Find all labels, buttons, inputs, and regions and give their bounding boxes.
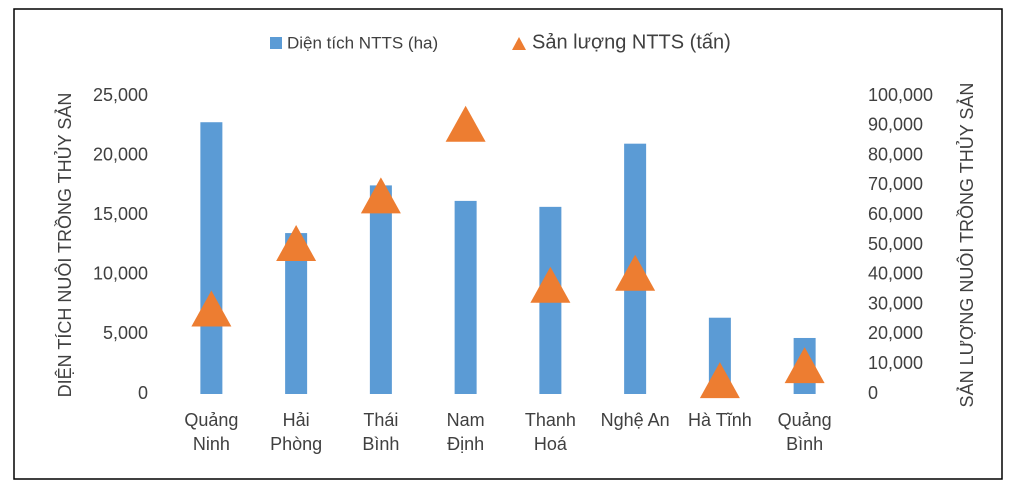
y2-tick-label: 70,000 bbox=[868, 174, 923, 194]
y2-tick-label: 10,000 bbox=[868, 353, 923, 373]
triangle-marker bbox=[445, 105, 486, 142]
bar bbox=[200, 122, 223, 394]
bar bbox=[454, 200, 477, 394]
x-tick-label: Hà Tĩnh bbox=[688, 410, 752, 430]
triangle-marker bbox=[530, 266, 571, 303]
triangle-marker bbox=[615, 254, 656, 291]
y2-tick-label: 40,000 bbox=[868, 264, 923, 284]
x-tick-label: Quảng Ninh bbox=[184, 410, 239, 454]
x-tick-label: Nghệ An bbox=[600, 410, 670, 430]
triangle-marker bbox=[699, 362, 740, 399]
x-tick-label: Thái Bình bbox=[362, 410, 400, 454]
x-tick-label: Thanh Hoá bbox=[524, 410, 576, 454]
legend-label: Sản lượng NTTS (tấn) bbox=[532, 31, 731, 53]
x-tick-label: Quảng Bình bbox=[777, 410, 832, 454]
triangle-marker bbox=[784, 347, 825, 384]
y2-tick-label: 100,000 bbox=[868, 85, 933, 105]
legend-swatch bbox=[512, 37, 526, 50]
y2-tick-label: 50,000 bbox=[868, 234, 923, 254]
y-tick-label: 0 bbox=[138, 383, 148, 403]
bar bbox=[369, 185, 392, 394]
triangle-marker bbox=[276, 225, 317, 261]
x-tick-label: Nam Định bbox=[446, 410, 485, 454]
y2-axis-title: SẢN LƯỢNG NUÔI TRỒNG THỦY SẢN bbox=[956, 83, 977, 408]
y2-tick-label: 60,000 bbox=[868, 204, 923, 224]
y2-tick-label: 20,000 bbox=[868, 323, 923, 343]
y-tick-label: 15,000 bbox=[93, 204, 148, 224]
y-axis-title: DIỆN TÍCH NUÔI TRỒNG THỦY SẢN bbox=[54, 93, 75, 398]
y-tick-label: 5,000 bbox=[103, 323, 148, 343]
bar bbox=[285, 233, 308, 394]
y2-tick-label: 80,000 bbox=[868, 144, 923, 164]
triangle-marker bbox=[191, 290, 232, 327]
y2-tick-label: 0 bbox=[868, 383, 878, 403]
y2-tick-label: 90,000 bbox=[868, 115, 923, 135]
y-tick-label: 10,000 bbox=[93, 264, 148, 284]
y-tick-label: 25,000 bbox=[93, 85, 148, 105]
legend-swatch bbox=[270, 37, 282, 49]
x-tick-label: Hải Phòng bbox=[270, 410, 323, 454]
triangle-marker bbox=[360, 177, 401, 214]
chart-border bbox=[13, 8, 1003, 480]
y-tick-label: 20,000 bbox=[93, 144, 148, 164]
legend-label: Diện tích NTTS (ha) bbox=[287, 33, 438, 52]
y2-tick-label: 30,000 bbox=[868, 293, 923, 313]
